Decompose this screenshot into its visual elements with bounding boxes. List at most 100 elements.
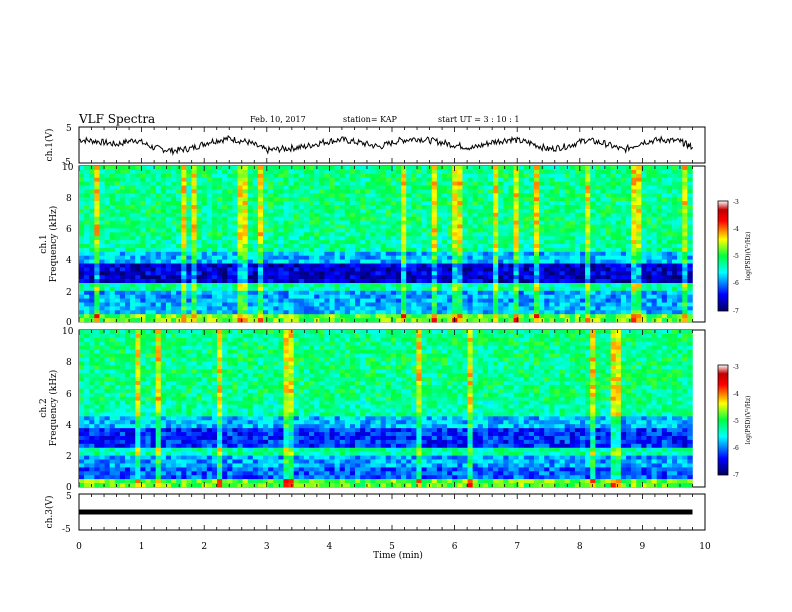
ch1-spectrogram-cell: [247, 283, 254, 288]
ch1-spectrogram-cell: [610, 177, 617, 182]
ch1-spectrogram-cell: [539, 166, 545, 171]
ch1-spectrogram-cell: [114, 247, 121, 253]
ch1-spectrogram-cell: [319, 286, 325, 292]
ch1-spectrogram-cell: [580, 244, 586, 249]
ch1-spectrogram-cell: [631, 216, 637, 221]
ch1-panel-label: ch.1: [39, 234, 49, 253]
ch1-spectrogram-cell: [651, 232, 657, 237]
ch1-spectrogram-cell: [482, 314, 489, 319]
ch1-spectrogram-cell: [564, 286, 571, 292]
ch1-spectrogram-cell: [237, 267, 243, 272]
ch1-spectrogram-cell: [487, 173, 494, 178]
ch1-spectrogram-cell: [416, 310, 422, 315]
ch1-spectrogram-cell: [452, 286, 458, 292]
ch1-spectrogram-cell: [165, 271, 172, 276]
ch1-spectrogram-cell: [99, 166, 105, 171]
ch1-spectrogram-cell: [651, 201, 657, 206]
ch1-spectrogram-cell: [646, 263, 652, 268]
ch1-spectrogram-cell: [140, 244, 146, 249]
ch1-spectrogram-cell: [273, 173, 279, 178]
ch1-spectrogram-cell: [201, 232, 208, 237]
ch1-spectrogram-cell: [181, 306, 187, 311]
ch1-spectrogram-cell: [590, 314, 596, 319]
ch1-spectrogram-cell: [626, 283, 632, 288]
ch1-spectrogram-cell: [385, 294, 392, 299]
ch1-spectrogram-cell: [498, 224, 504, 229]
ch2-spectrogram-cell: [84, 412, 90, 417]
ch1-spectrogram-cell: [651, 259, 657, 264]
ch1-spectrogram-cell: [590, 263, 596, 268]
ch1-spectrogram-cell: [109, 302, 116, 307]
ch1-spectrogram-cell: [626, 197, 632, 202]
ch1-spectrogram-cell: [278, 216, 284, 221]
ch1-spectrogram-cell: [171, 201, 177, 206]
ch1-spectrogram-cell: [99, 177, 105, 182]
ch1-spectrogram-cell: [191, 298, 197, 303]
ch1-spectrogram-cell: [334, 294, 341, 299]
ch1-spectrogram-cell: [370, 306, 376, 311]
ch1-spectrogram-cell: [370, 298, 376, 303]
ch1-spectrogram-cell: [365, 263, 371, 268]
ch1-spectrogram-cell: [477, 259, 484, 264]
ch1-spectrogram-cell: [656, 189, 663, 194]
ch1-spectrogram-cell: [104, 212, 110, 217]
ch1-spectrogram-cell: [590, 201, 596, 206]
ch1-spectrogram-cell: [263, 314, 269, 319]
ch2-spectrogram-cell: [79, 408, 85, 413]
ch1-spectrogram-cell: [600, 205, 606, 210]
ch1-spectrogram-cell: [682, 244, 688, 249]
ch1-spectrogram-cell: [544, 189, 550, 194]
ch1-spectrogram-cell: [636, 302, 642, 307]
ch1-spectrogram-cell: [263, 177, 269, 182]
ch1-spectrogram-cell: [539, 294, 545, 299]
ch1-spectrogram-cell: [559, 251, 565, 256]
ch1-spectrogram-cell: [620, 220, 627, 225]
ch1-spectrogram-cell: [278, 310, 284, 315]
ch1-spectrogram-cell: [309, 240, 315, 245]
ch2-spectrogram-cell: [79, 381, 85, 386]
ch1-spectrogram-cell: [303, 201, 310, 206]
ch1-spectrogram-cell: [227, 251, 233, 256]
ch1-spectrogram-cell: [390, 228, 397, 233]
ch1-spectrogram-cell: [298, 310, 305, 315]
ch1-spectrogram-cell: [165, 251, 172, 256]
ch1-spectrogram-cell: [298, 318, 305, 323]
ch1-spectrogram-cell: [140, 267, 146, 272]
ch1-spectrogram-cell: [257, 208, 264, 214]
ch1-spectrogram-cell: [344, 314, 351, 319]
ch2-spectrogram-cell: [79, 333, 85, 339]
ch1-spectrogram-cell: [171, 185, 177, 190]
ch1-spectrogram-cell: [610, 318, 617, 323]
ch1-spectrogram-cell: [518, 244, 525, 249]
ch1-spectrogram-cell: [401, 173, 407, 178]
ch1-spectrogram-cell: [339, 173, 346, 178]
ch1-spectrogram-cell: [232, 173, 238, 178]
ch1-spectrogram-cell: [247, 185, 254, 190]
ch1-spectrogram-cell: [84, 240, 90, 245]
ch2-spectrogram-cell: [99, 330, 105, 335]
ch1-spectrogram-cell: [196, 279, 202, 284]
ch1-spectrogram-cell: [155, 298, 162, 303]
ch1-spectrogram-cell: [641, 197, 647, 202]
ch2-spectrogram-cell: [94, 365, 100, 370]
ch1-spectrogram-cell: [636, 267, 642, 272]
ch1-spectrogram-cell: [436, 310, 443, 315]
ch1-spectrogram-cell: [395, 193, 402, 198]
ch1-spectrogram-cell: [385, 197, 392, 202]
ch1-spectrogram-cell: [293, 283, 300, 288]
ch2-spectrogram-cell: [94, 353, 100, 358]
ch1-spectrogram-cell: [600, 259, 606, 264]
ch1-spectrogram-cell: [482, 275, 489, 280]
ch1-spectrogram-cell: [89, 240, 95, 245]
ch1-spectrogram-cell: [227, 220, 233, 225]
ch1-spectrogram-cell: [242, 193, 248, 198]
ch1-spectrogram-cell: [482, 228, 489, 233]
ch1-spectrogram-cell: [477, 240, 484, 245]
ch1-spectrogram-cell: [646, 173, 652, 178]
ch1-spectrogram-cell: [651, 185, 657, 190]
ch2-spectrogram-cell: [94, 369, 100, 374]
ch1-spectrogram-cell: [559, 166, 565, 171]
ch1-spectrogram-cell: [518, 208, 525, 214]
ch1-spectrogram-cell: [610, 224, 617, 229]
ch1-spectrogram-cell: [319, 181, 325, 186]
